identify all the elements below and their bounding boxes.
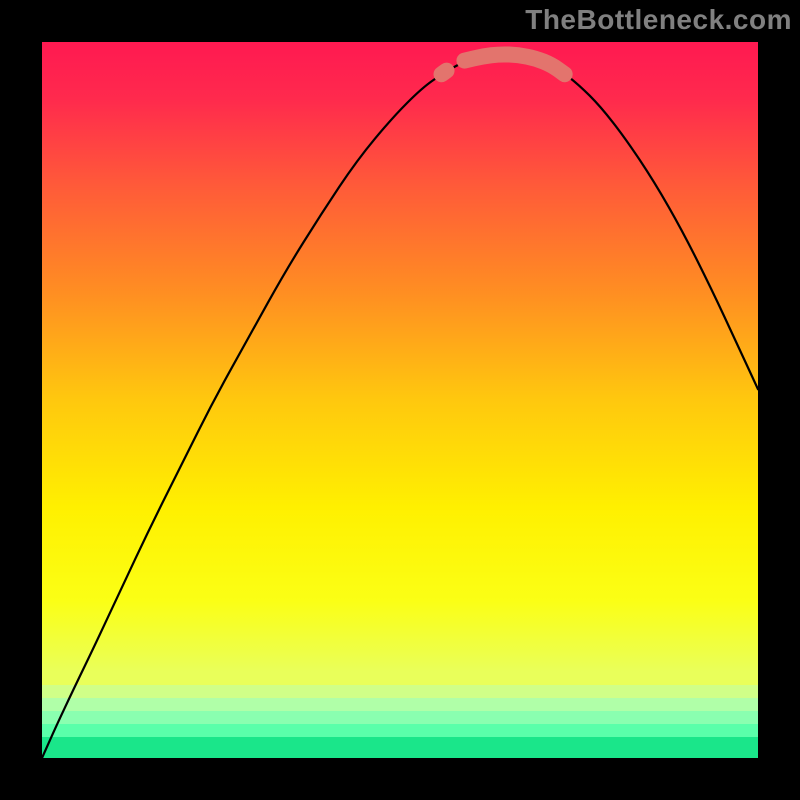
curve-layer xyxy=(42,42,758,758)
highlight-segment xyxy=(442,71,447,75)
chart-container: TheBottleneck.com xyxy=(0,0,800,800)
watermark-text: TheBottleneck.com xyxy=(525,4,792,36)
highlight-region xyxy=(442,54,565,74)
plot-area xyxy=(42,42,758,758)
bottleneck-curve xyxy=(42,54,758,758)
highlight-segment xyxy=(464,54,564,74)
